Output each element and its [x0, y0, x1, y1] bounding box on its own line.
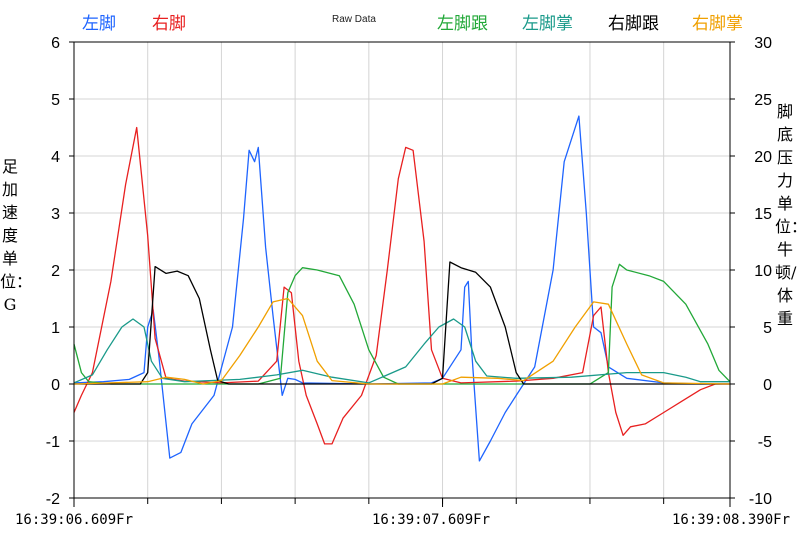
right-tick-label: -10	[749, 491, 772, 508]
x-tick-label-end: 16:39:08.390Fr	[672, 512, 791, 528]
series-line-右脚	[73, 126, 730, 445]
chart-grid	[73, 41, 731, 507]
left-tick-label: -2	[46, 491, 60, 508]
left-axis-label: 足加速度 单位：G	[0, 157, 33, 314]
left-tick-label: 6	[51, 35, 60, 52]
chart-title: Raw Data	[332, 14, 376, 25]
x-tick-label-start: 16:39:06.609Fr	[15, 512, 134, 528]
left-tick-label: 5	[51, 92, 60, 109]
series-line-左脚跟	[73, 263, 731, 385]
left-tick-label: 2	[51, 263, 60, 280]
series-line-左脚	[73, 115, 730, 462]
right-tick-label: 10	[754, 263, 772, 280]
right-axis-ticks: -10 -5 0 5 10 15 20 25 30	[730, 35, 772, 508]
legend-item: 左脚	[82, 14, 116, 34]
plot-frame	[73, 41, 731, 499]
left-tick-label: 3	[51, 206, 60, 223]
series-line-左脚掌	[73, 318, 730, 384]
left-tick-label: 1	[51, 320, 60, 337]
legend-item: 右脚掌	[692, 14, 743, 34]
left-tick-label: -1	[46, 434, 60, 451]
right-tick-label: 15	[754, 206, 772, 223]
left-axis-ticks: -2 -1 0 1 2 3 4 5 6	[46, 35, 74, 508]
legend-item: 左脚跟	[437, 14, 488, 34]
legend-item: 左脚掌	[522, 14, 573, 34]
right-tick-label: -5	[758, 434, 772, 451]
series-line-右脚跟	[74, 261, 730, 385]
left-tick-label: 0	[51, 377, 60, 394]
series-line-右脚掌	[73, 297, 731, 385]
legend-item: 右脚	[152, 14, 186, 34]
right-tick-label: 20	[754, 149, 772, 166]
legend-item: 右脚跟	[608, 14, 659, 34]
right-tick-label: 5	[763, 320, 772, 337]
right-tick-label: 30	[754, 35, 772, 52]
right-axis-label: 脚底压力 单位：牛顿/体重	[775, 102, 800, 328]
left-tick-label: 4	[51, 149, 60, 166]
chart-series	[73, 115, 731, 462]
right-tick-label: 25	[754, 92, 772, 109]
right-tick-label: 0	[763, 377, 772, 394]
x-tick-label-mid: 16:39:07.609Fr	[372, 512, 491, 528]
